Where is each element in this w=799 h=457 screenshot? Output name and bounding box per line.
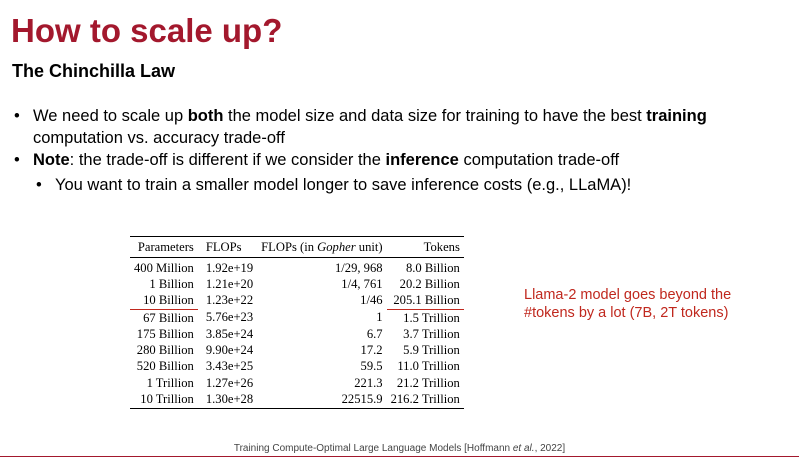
column-header: FLOPs: [197, 236, 258, 258]
table-cell: 216.2 Trillion: [390, 392, 460, 407]
table-cell: 17.2: [360, 343, 383, 358]
table-cell: 1/46: [360, 293, 383, 308]
text-run: FLOPs: [205, 240, 242, 254]
table-header: Parameters FLOPs FLOPs (in Gopher unit) Tok…: [130, 236, 464, 258]
column-header: FLOPs (in Gopher unit): [257, 236, 387, 258]
annotation: Llama-2 model goes beyond the #tokens by…: [524, 287, 732, 321]
table-row: 10 Trillion 1.30e+28 22515.9 216.2 Trillion: [130, 391, 464, 408]
table-cell: 11.0 Trillion: [397, 359, 460, 374]
text-run: Training Compute-Optimal Large Language …: [233, 443, 513, 454]
table-cell: 59.5: [360, 359, 383, 374]
table-cell: 205.1 Billion: [386, 292, 464, 310]
table-body: 400 Million 1.92e+19 1/29, 968 8.0 Billion 1…: [130, 258, 464, 409]
text-run: both: [187, 107, 224, 125]
table-cell: 280 Billion: [136, 343, 194, 358]
table-row: 400 Million 1.92e+19 1/29, 968 8.0 Billion: [130, 258, 464, 277]
text-run: You want to train a smaller model longer…: [55, 176, 632, 194]
table-cell: 1.21e+20: [205, 276, 254, 291]
table-cell: 1.30e+28: [205, 392, 254, 407]
table-cell: 9.90e+24: [205, 343, 254, 358]
text-run: Note: [33, 151, 70, 169]
text-run: : the trade-off is different if we consi…: [69, 151, 386, 169]
table-cell: 5.9 Trillion: [403, 343, 460, 358]
table-cell: 1: [376, 310, 383, 325]
table-cell: 10 Billion: [130, 292, 198, 310]
slide-title: How to scale up?: [11, 12, 283, 49]
table-cell: 20.2 Billion: [399, 276, 460, 291]
table-cell: 221.3: [354, 375, 383, 390]
citation: Training Compute-Optimal Large Language …: [0, 443, 799, 454]
table-cell: 1/29, 968: [334, 260, 383, 275]
text-run: computation trade-off: [458, 151, 620, 169]
table-cell: 400 Million: [134, 260, 194, 275]
text-run: computation vs. accuracy trade-off: [33, 129, 285, 147]
bullet: We need to scale up both the model size …: [12, 105, 782, 149]
table-row: 175 Billion 3.85e+24 6.7 3.7 Trillion: [130, 326, 464, 342]
text-run: unit): [355, 240, 383, 254]
table-cell: 1.92e+19: [205, 260, 254, 275]
bullet: You want to train a smaller model longer…: [12, 174, 782, 196]
text-run: , 2022]: [534, 443, 566, 454]
table-cell: 10 Trillion: [140, 392, 194, 407]
bullet: Note: the trade-off is different if we c…: [12, 149, 782, 171]
table-cell: 67 Billion: [143, 310, 194, 325]
results-table: Parameters FLOPs FLOPs (in Gopher unit) Tok…: [130, 236, 464, 409]
table-cell: 1.23e+22: [205, 293, 254, 308]
table-row: 1 Billion 1.21e+20 1/4, 761 20.2 Billion: [130, 276, 464, 292]
text-run: training: [646, 107, 707, 125]
table-cell: 3.43e+25: [205, 359, 254, 374]
table-cell: 6.7: [366, 326, 383, 341]
table-cell: 1 Trillion: [146, 375, 194, 390]
table-cell: 1/4, 761: [341, 276, 383, 291]
text-run: inference: [385, 151, 459, 169]
table-cell: 8.0 Billion: [405, 260, 460, 275]
table-cell: 3.85e+24: [205, 326, 254, 341]
table-cell: 1.27e+26: [205, 375, 254, 390]
text-run: Gopher: [317, 240, 356, 254]
table-cell: 1.5 Trillion: [403, 310, 460, 325]
table-row: 1 Trillion 1.27e+26 221.3 21.2 Trillion: [130, 375, 464, 391]
table-cell: 1 Billion: [149, 276, 194, 291]
bullet-list: We need to scale up both the model size …: [12, 105, 782, 196]
column-header: Parameters: [130, 236, 198, 258]
table-row: 280 Billion 9.90e+24 17.2 5.9 Trillion: [130, 342, 464, 358]
text-run: et al.: [512, 443, 535, 454]
text-run: the model size and data size for trainin…: [223, 107, 647, 125]
table-cell: 21.2 Trillion: [396, 375, 460, 390]
table-cell: 520 Billion: [136, 359, 194, 374]
table-cell: 3.7 Trillion: [403, 326, 460, 341]
table-cell: 22515.9: [341, 392, 383, 407]
table-cell: 5.76e+23: [205, 310, 254, 325]
table-row: 10 Billion 1.23e+22 1/46 205.1 Billion: [130, 292, 464, 310]
column-header: Tokens: [386, 236, 464, 258]
text-run: Tokens: [423, 240, 460, 254]
slide-subtitle: The Chinchilla Law: [12, 61, 176, 81]
text-run: Parameters: [137, 240, 194, 254]
text-run: FLOPs (in: [261, 240, 318, 254]
table-cell: 175 Billion: [136, 326, 194, 341]
table-row: 520 Billion 3.43e+25 59.5 11.0 Trillion: [130, 359, 464, 375]
table-row: 67 Billion 5.76e+23 1 1.5 Trillion: [130, 309, 464, 326]
text-run: We need to scale up: [33, 107, 188, 125]
